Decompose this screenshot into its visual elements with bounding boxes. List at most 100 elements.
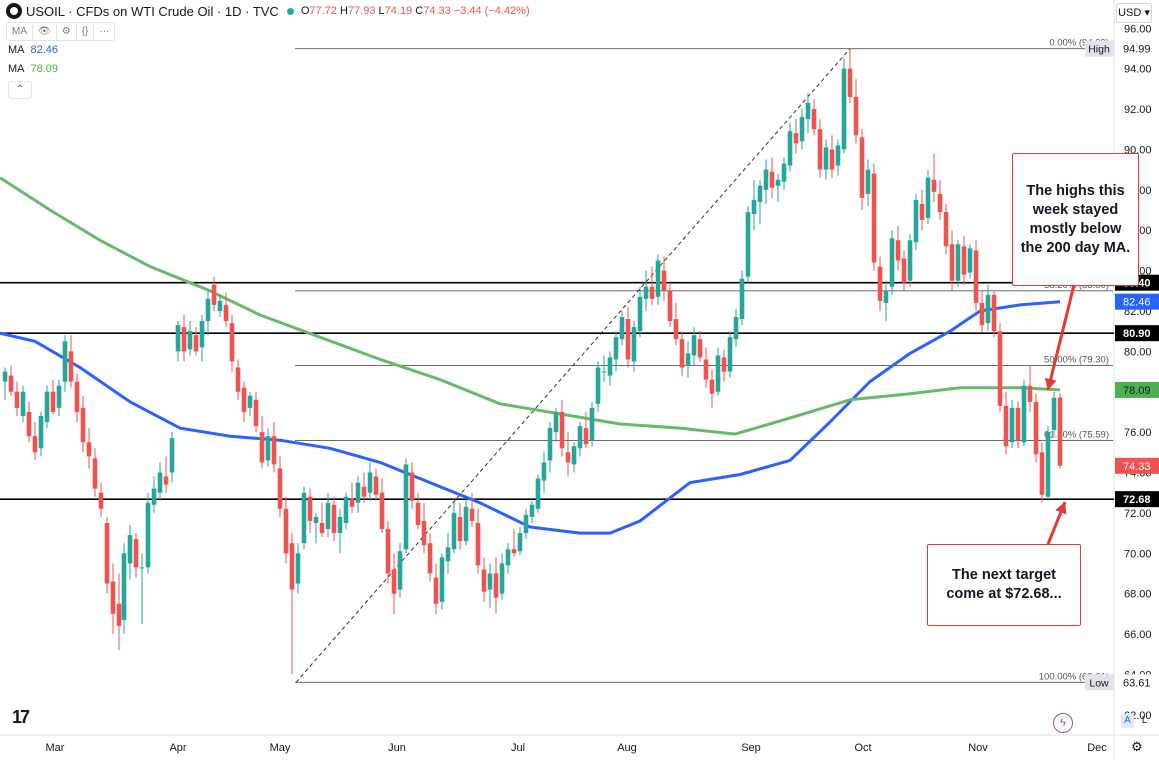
candle-body	[481, 569, 487, 592]
candle	[631, 321, 637, 372]
log-scale-button[interactable]: L	[1141, 715, 1148, 726]
candle	[985, 284, 991, 332]
candle-body	[979, 302, 985, 326]
candle-body	[163, 476, 169, 485]
candle	[517, 527, 523, 556]
x-tick-label: Jun	[388, 742, 406, 754]
candle-body	[973, 250, 979, 303]
candle-body	[157, 472, 163, 493]
candle-body	[259, 432, 265, 463]
candle-body	[505, 549, 511, 566]
candle	[139, 553, 145, 624]
candle-body	[817, 129, 823, 170]
candle	[841, 58, 847, 154]
candle-body	[385, 529, 391, 574]
candle-body	[289, 543, 295, 590]
candle-body	[805, 102, 811, 120]
bolt-icon[interactable]: ϟ	[1053, 713, 1073, 733]
candle	[361, 472, 367, 503]
ohlc-values: O77.72 H77.93 L74.19 C74.33 −3.44 (−4.42…	[300, 5, 530, 17]
currency-select[interactable]: USD ▾	[1116, 3, 1152, 23]
candle-body	[56, 385, 62, 408]
candle	[127, 525, 133, 580]
candle	[223, 292, 229, 328]
candle	[691, 327, 697, 366]
candle-body	[68, 351, 74, 382]
candle	[205, 290, 211, 336]
candle-body	[86, 442, 92, 457]
candle-body	[583, 428, 589, 445]
candle	[913, 193, 919, 251]
price-tag-side-label: High	[1088, 44, 1110, 56]
candle	[1027, 365, 1033, 412]
candle-body	[721, 357, 727, 372]
candle-body	[829, 149, 835, 170]
candle-body	[799, 117, 805, 142]
candle	[409, 462, 415, 509]
candle	[175, 321, 181, 362]
price-tag-box	[1115, 40, 1159, 57]
candle	[799, 109, 805, 150]
candle	[325, 492, 331, 538]
candle	[835, 139, 841, 176]
candle-body	[253, 399, 259, 427]
symbol-logo-icon	[6, 3, 22, 19]
tradingview-logo-icon[interactable]: 17	[12, 707, 30, 727]
candle-body	[1033, 401, 1039, 455]
candle	[116, 573, 122, 651]
candle	[295, 543, 301, 594]
candle-body	[769, 171, 775, 188]
candle-body	[673, 319, 679, 340]
candle	[739, 270, 745, 326]
ma-legend-green[interactable]: MA 78.09	[8, 63, 59, 75]
candle	[895, 226, 901, 271]
candle-body	[445, 547, 451, 562]
ma-legend-blue[interactable]: MA 82.46	[8, 44, 59, 56]
candle-body	[325, 502, 331, 530]
candle-body	[1003, 405, 1009, 447]
ma-label[interactable]: MA	[7, 23, 33, 40]
candle-body	[211, 284, 217, 305]
more-icon[interactable]: ···	[99, 26, 110, 37]
candle	[187, 321, 193, 356]
candle-body	[619, 317, 625, 340]
candle	[301, 486, 307, 550]
gear-icon[interactable]: ⚙	[1131, 739, 1143, 754]
candle-body	[871, 173, 877, 263]
candle	[859, 129, 865, 210]
settings-icon[interactable]: ⚙	[57, 23, 77, 40]
candle-body	[355, 482, 361, 503]
candle-body	[331, 504, 337, 534]
candle	[92, 448, 98, 497]
candle	[62, 335, 68, 392]
candle-body	[1051, 397, 1057, 431]
hide-icon[interactable]: 👁	[33, 23, 57, 40]
candle-body	[919, 203, 925, 221]
candle	[319, 502, 325, 538]
candle	[475, 508, 481, 574]
y-tick-label: 80.00	[1124, 346, 1152, 358]
candle	[763, 159, 769, 204]
symbol-title[interactable]: USOIL · CFDs on WTI Crude Oil · 1D · TVC	[26, 3, 279, 19]
candle	[997, 323, 1003, 412]
candle	[169, 432, 175, 483]
candle-body	[241, 387, 247, 412]
candle	[637, 286, 643, 338]
source-code-icon[interactable]: {}	[77, 23, 95, 40]
candle	[553, 407, 559, 443]
price-tag: 72.68	[1115, 491, 1159, 508]
annotation-top: The highs this week stayed mostly below …	[1012, 153, 1139, 286]
candle	[505, 543, 511, 574]
candle	[433, 563, 439, 614]
candle	[1015, 401, 1021, 449]
candle	[907, 234, 913, 287]
candle-body	[733, 317, 739, 340]
candle	[775, 173, 781, 202]
candle	[457, 502, 463, 550]
auto-scale-button[interactable]: A	[1121, 714, 1134, 728]
candle	[1021, 379, 1027, 447]
candle-body	[1039, 452, 1045, 495]
candle-body	[151, 488, 157, 505]
collapse-legend-button[interactable]: ⌃	[8, 81, 32, 99]
